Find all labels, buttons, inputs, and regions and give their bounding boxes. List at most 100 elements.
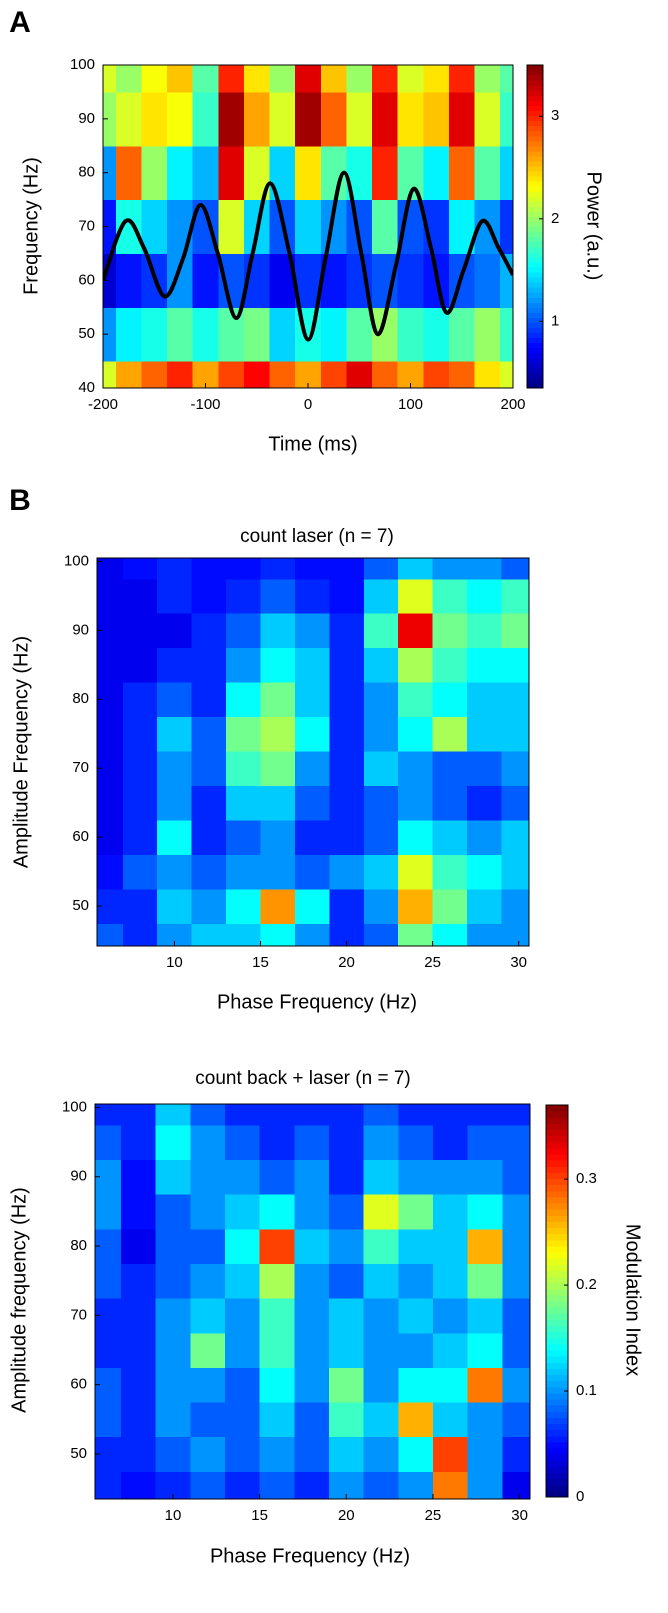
heatmap-cell [224, 1124, 261, 1161]
colorbar-step [546, 1423, 568, 1431]
heatmap-cell [432, 1159, 469, 1195]
heatmap-cell [155, 1332, 191, 1368]
heatmap-cell [432, 647, 468, 683]
heatmap-cell [259, 1263, 295, 1299]
colorbar-step [527, 317, 543, 323]
heatmap-cell [363, 613, 399, 649]
heatmap-cell [120, 1194, 157, 1230]
colorbar-step [546, 1209, 568, 1216]
heatmap-cell [432, 1367, 469, 1403]
colorbar-step [546, 1135, 568, 1143]
x-tick-label: 200 [500, 396, 525, 413]
heatmap-cell [141, 91, 168, 147]
x-tick-label: 10 [166, 954, 183, 971]
colorbar-step [527, 196, 543, 202]
chart-panel: -200 -100 0 100 200 40 50 60 70 80 90 100 A Time (ms)… [9, 6, 605, 455]
heatmap-cell [294, 1298, 330, 1334]
heatmap-cell [500, 199, 513, 255]
heatmap-cell [398, 785, 434, 821]
colorbar-step [546, 1484, 568, 1492]
colorbar-step [527, 282, 543, 288]
heatmap-cell [259, 1298, 295, 1334]
colorbar-step [546, 1196, 568, 1204]
colorbar-step [546, 1239, 568, 1247]
heatmap-cell [294, 785, 330, 821]
colorbar-step [527, 216, 543, 223]
heatmap-cell [226, 613, 262, 649]
x-tick-label: 25 [424, 954, 441, 971]
colorbar-step [527, 246, 543, 253]
heatmap-cell [501, 682, 529, 718]
y-tick-label: 50 [70, 1445, 87, 1462]
colorbar-step [546, 1301, 568, 1308]
heatmap-cell [432, 613, 468, 649]
colorbar-step [527, 155, 543, 162]
colorbar-step [527, 297, 543, 303]
heatmap-cell [155, 1194, 191, 1230]
heatmap-cell [294, 578, 330, 614]
heatmap-cell [95, 1471, 122, 1499]
heatmap-cell [294, 613, 330, 649]
heatmap-cell [500, 307, 513, 362]
heatmap-cell [432, 1263, 469, 1299]
heatmap-cell [141, 361, 168, 388]
heatmap-cell [226, 785, 262, 821]
heatmap-cell [432, 558, 468, 580]
colorbar-step [527, 372, 543, 379]
heatmap-cell [167, 145, 194, 201]
heatmap-cell [294, 716, 330, 752]
colorbar-step [546, 1147, 568, 1155]
heatmap-cell [501, 785, 529, 821]
heatmap-cell [328, 1124, 365, 1161]
colorbar-step [527, 266, 543, 273]
heatmap-cell [346, 65, 373, 93]
heatmap-cell [363, 854, 399, 890]
heatmap-cell [269, 65, 296, 93]
colorbar-step [546, 1374, 568, 1382]
colorbar-step [546, 1343, 568, 1351]
heatmap-cell [432, 1124, 469, 1161]
heatmap-cell [97, 888, 124, 924]
colorbar-step [527, 231, 543, 238]
heatmap-cell [328, 1436, 365, 1472]
panel-label: A [9, 6, 31, 39]
plot-frame [96, 557, 530, 947]
heatmap-cell [224, 1194, 261, 1230]
heatmap-cell [397, 65, 424, 93]
heatmap-cell [294, 1194, 330, 1230]
colorbar-step [546, 1111, 568, 1118]
heatmap-cell [363, 647, 399, 683]
heatmap-cell [192, 91, 219, 147]
heatmap-cell [157, 578, 193, 614]
colorbar-step [527, 287, 543, 293]
colorbar-step [527, 226, 543, 233]
heatmap-cell [502, 1436, 530, 1472]
heatmap-cell [294, 923, 330, 946]
heatmap-cell [467, 1332, 503, 1368]
colorbar-step [527, 337, 543, 344]
heatmap-cell [363, 1436, 399, 1472]
heatmap-cell [120, 1367, 157, 1403]
colorbar-step [527, 302, 543, 308]
heatmap-cell [432, 1436, 469, 1472]
heatmap-cell [191, 923, 227, 946]
colorbar-step [546, 1472, 568, 1480]
heatmap-cell [467, 1436, 503, 1472]
heatmap-cell [120, 1332, 157, 1368]
heatmap-cell [346, 307, 373, 362]
heatmap-cell [328, 1298, 365, 1334]
heatmap-cell [501, 647, 529, 683]
heatmap-cell [329, 923, 365, 946]
colorbar-step [527, 145, 543, 152]
heatmap-cell [372, 91, 399, 147]
colorbar-step [527, 80, 543, 86]
heatmap-cell [122, 558, 158, 580]
heatmap-cell [467, 613, 503, 649]
colorbar-step [546, 1215, 568, 1222]
colorbar-step [527, 181, 543, 187]
colorbar-step [546, 1337, 568, 1345]
heatmap-cell [502, 1104, 530, 1126]
heatmap-cell [502, 1367, 530, 1403]
heatmap-cell [502, 1159, 530, 1195]
heatmap-cell [501, 578, 529, 614]
